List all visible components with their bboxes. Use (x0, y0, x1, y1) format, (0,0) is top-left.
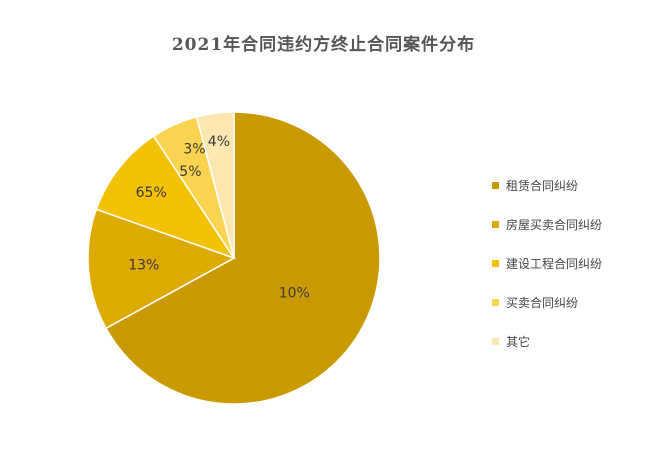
legend-label: 建设工程合同纠纷 (506, 257, 603, 271)
pie-slice-1 (104, 111, 381, 405)
legend-item-2: 房屋买卖合同纠纷 (492, 205, 602, 244)
legend-item-5: 其它 (492, 322, 602, 361)
legend-label: 租赁合同纠纷 (506, 179, 579, 193)
legend-item-1: 租赁合同纠纷 (492, 166, 602, 205)
pie-label-4: 5% (179, 164, 201, 180)
legend-item-4: 买卖合同纠纷 (492, 283, 602, 322)
legend-swatch (492, 299, 499, 306)
legend: 租赁合同纠纷房屋买卖合同纠纷 建设工程合同纠纷 买卖合同纠纷 其它 (492, 166, 602, 361)
pie-slice-3 (95, 135, 236, 260)
pie-label-4-b: 3% (183, 142, 205, 158)
legend-label: 其它 (506, 335, 531, 349)
legend-swatch (492, 182, 499, 189)
pie-label-1: 10% (279, 286, 310, 302)
pie-slice-2 (87, 208, 236, 330)
legend-item-3: 建设工程合同纠纷 (492, 244, 602, 283)
pie-label-3: 65% (136, 185, 167, 201)
pie-slice-5 (195, 111, 235, 259)
legend-swatch (492, 338, 499, 345)
pie-label-2: 13% (128, 257, 159, 273)
legend-label: 买卖合同纠纷 (506, 296, 579, 310)
chart-title: 2021年合同违约方终止合同案件分布 (171, 35, 476, 55)
legend-swatch (492, 260, 499, 267)
legend-label: 房屋买卖合同纠纷 (506, 218, 603, 232)
legend-swatch (492, 221, 499, 228)
pie-label-5: 4% (208, 134, 230, 150)
